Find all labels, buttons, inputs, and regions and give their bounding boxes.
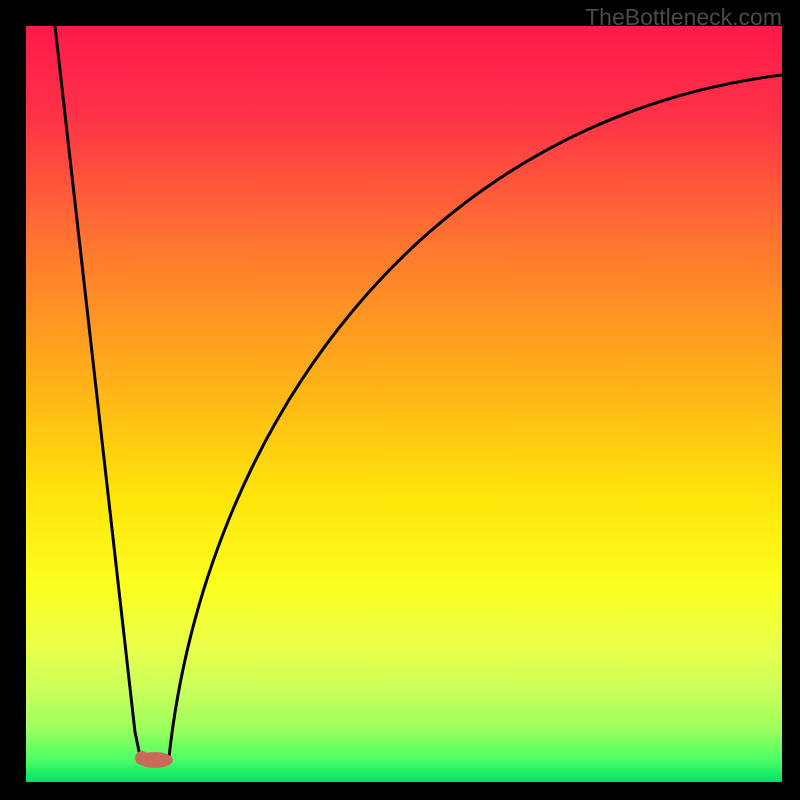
left-descent-line: [55, 26, 150, 762]
plot-area: [26, 26, 782, 782]
watermark-text: TheBottleneck.com: [585, 4, 782, 31]
chart-container: TheBottleneck.com: [0, 0, 800, 800]
valley-marker-dot: [135, 751, 149, 765]
right-rise-curve: [169, 75, 782, 757]
curves-layer: [26, 26, 782, 782]
